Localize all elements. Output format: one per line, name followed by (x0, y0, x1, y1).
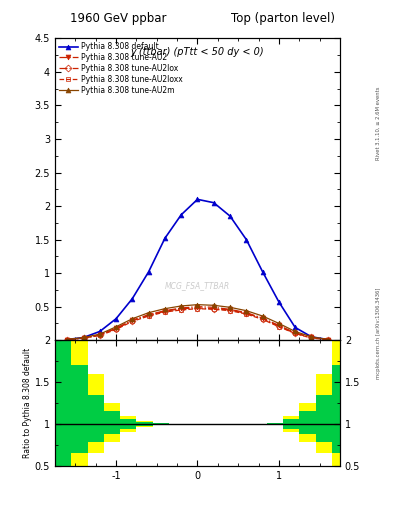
Line: Pythia 8.308 tune-AU2: Pythia 8.308 tune-AU2 (65, 304, 330, 342)
Pythia 8.308 tune-AU2lox (114, 326, 118, 332)
Pythia 8.308 tune-AU2loxx (179, 307, 184, 313)
Pythia 8.308 default (277, 299, 281, 305)
Line: Pythia 8.308 tune-AU2loxx: Pythia 8.308 tune-AU2loxx (65, 306, 330, 342)
Pythia 8.308 tune-AU2 (244, 310, 249, 316)
Pythia 8.308 tune-AU2loxx (81, 335, 86, 341)
Pythia 8.308 tune-AU2loxx (130, 318, 135, 325)
Pythia 8.308 tune-AU2m (309, 334, 314, 340)
Pythia 8.308 default (130, 295, 135, 302)
Pythia 8.308 tune-AU2lox (179, 306, 184, 312)
Pythia 8.308 tune-AU2loxx (146, 313, 151, 319)
Pythia 8.308 tune-AU2loxx (163, 309, 167, 315)
Pythia 8.308 default (260, 269, 265, 275)
Pythia 8.308 tune-AU2m (195, 302, 200, 308)
Line: Pythia 8.308 default: Pythia 8.308 default (65, 197, 330, 342)
Pythia 8.308 tune-AU2loxx (114, 326, 118, 332)
Pythia 8.308 default (228, 213, 232, 219)
Pythia 8.308 tune-AU2lox (293, 330, 298, 336)
Legend: Pythia 8.308 default, Pythia 8.308 tune-AU2, Pythia 8.308 tune-AU2lox, Pythia 8.: Pythia 8.308 default, Pythia 8.308 tune-… (57, 40, 184, 96)
Pythia 8.308 tune-AU2loxx (277, 324, 281, 330)
Text: Rivet 3.1.10, ≥ 2.6M events: Rivet 3.1.10, ≥ 2.6M events (376, 86, 380, 160)
Pythia 8.308 tune-AU2m (260, 313, 265, 319)
Pythia 8.308 tune-AU2 (81, 335, 86, 341)
Pythia 8.308 tune-AU2 (211, 304, 216, 310)
Line: Pythia 8.308 tune-AU2m: Pythia 8.308 tune-AU2m (65, 302, 330, 342)
Pythia 8.308 tune-AU2 (179, 305, 184, 311)
Pythia 8.308 tune-AU2loxx (228, 308, 232, 314)
Pythia 8.308 tune-AU2loxx (195, 306, 200, 312)
Pythia 8.308 tune-AU2 (309, 334, 314, 340)
Pythia 8.308 tune-AU2 (277, 323, 281, 329)
Pythia 8.308 tune-AU2lox (228, 307, 232, 313)
Pythia 8.308 tune-AU2lox (97, 332, 102, 338)
Pythia 8.308 tune-AU2m (211, 302, 216, 308)
Pythia 8.308 tune-AU2lox (146, 312, 151, 318)
Pythia 8.308 tune-AU2m (65, 336, 70, 343)
Pythia 8.308 default (81, 334, 86, 340)
Pythia 8.308 default (211, 200, 216, 206)
Pythia 8.308 tune-AU2m (163, 306, 167, 312)
Text: y (ttbar) (pTtt < 50 dy < 0): y (ttbar) (pTtt < 50 dy < 0) (130, 48, 264, 57)
Pythia 8.308 tune-AU2 (130, 317, 135, 323)
Pythia 8.308 tune-AU2lox (81, 335, 86, 341)
Pythia 8.308 tune-AU2lox (277, 323, 281, 329)
Pythia 8.308 tune-AU2loxx (325, 336, 330, 343)
Line: Pythia 8.308 tune-AU2lox: Pythia 8.308 tune-AU2lox (65, 306, 330, 342)
Pythia 8.308 tune-AU2loxx (309, 335, 314, 341)
Pythia 8.308 tune-AU2m (325, 336, 330, 343)
Pythia 8.308 tune-AU2m (130, 315, 135, 322)
Pythia 8.308 tune-AU2lox (211, 306, 216, 312)
Pythia 8.308 tune-AU2 (325, 336, 330, 343)
Pythia 8.308 default (97, 328, 102, 334)
Pythia 8.308 tune-AU2 (97, 332, 102, 338)
Pythia 8.308 tune-AU2m (81, 334, 86, 340)
Pythia 8.308 default (65, 336, 70, 343)
Pythia 8.308 default (114, 315, 118, 322)
Pythia 8.308 tune-AU2m (228, 304, 232, 310)
Pythia 8.308 tune-AU2 (293, 330, 298, 336)
Pythia 8.308 tune-AU2m (244, 308, 249, 314)
Pythia 8.308 tune-AU2 (146, 312, 151, 318)
Pythia 8.308 tune-AU2lox (195, 305, 200, 311)
Pythia 8.308 default (146, 269, 151, 275)
Pythia 8.308 tune-AU2loxx (260, 316, 265, 323)
Pythia 8.308 tune-AU2loxx (244, 311, 249, 317)
Pythia 8.308 default (244, 237, 249, 243)
Pythia 8.308 tune-AU2m (277, 321, 281, 327)
Pythia 8.308 default (163, 235, 167, 241)
Pythia 8.308 tune-AU2lox (260, 315, 265, 322)
Pythia 8.308 tune-AU2 (114, 325, 118, 331)
Pythia 8.308 tune-AU2loxx (293, 330, 298, 336)
Pythia 8.308 tune-AU2loxx (211, 306, 216, 312)
Pythia 8.308 tune-AU2lox (130, 317, 135, 324)
Text: 1960 GeV ppbar: 1960 GeV ppbar (70, 12, 166, 25)
Text: Top (parton level): Top (parton level) (231, 12, 335, 25)
Pythia 8.308 tune-AU2m (293, 328, 298, 334)
Text: MCG_FSA_TTBAR: MCG_FSA_TTBAR (165, 282, 230, 290)
Pythia 8.308 tune-AU2loxx (97, 332, 102, 338)
Pythia 8.308 tune-AU2 (163, 308, 167, 314)
Pythia 8.308 tune-AU2m (97, 331, 102, 337)
Pythia 8.308 tune-AU2lox (325, 336, 330, 343)
Pythia 8.308 tune-AU2lox (163, 308, 167, 314)
Pythia 8.308 default (325, 336, 330, 343)
Pythia 8.308 tune-AU2lox (244, 310, 249, 316)
Pythia 8.308 tune-AU2 (65, 336, 70, 343)
Pythia 8.308 default (293, 325, 298, 331)
Text: mcplots.cern.ch [arXiv:1306.3436]: mcplots.cern.ch [arXiv:1306.3436] (376, 287, 380, 378)
Pythia 8.308 default (195, 196, 200, 202)
Pythia 8.308 tune-AU2lox (65, 336, 70, 343)
Pythia 8.308 tune-AU2 (260, 315, 265, 321)
Y-axis label: Ratio to Pythia 8.308 default: Ratio to Pythia 8.308 default (23, 348, 32, 458)
Pythia 8.308 tune-AU2 (228, 306, 232, 312)
Pythia 8.308 default (309, 334, 314, 340)
Pythia 8.308 tune-AU2m (179, 303, 184, 309)
Pythia 8.308 tune-AU2m (146, 310, 151, 316)
Pythia 8.308 tune-AU2lox (309, 334, 314, 340)
Pythia 8.308 tune-AU2loxx (65, 336, 70, 343)
Pythia 8.308 tune-AU2 (195, 304, 200, 310)
Pythia 8.308 default (179, 211, 184, 218)
Pythia 8.308 tune-AU2m (114, 324, 118, 330)
